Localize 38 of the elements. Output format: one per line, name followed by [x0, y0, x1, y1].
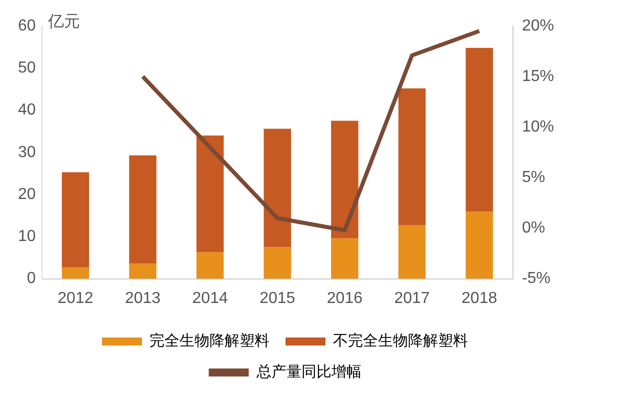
bar: [466, 212, 493, 279]
y-tick-label: 0: [26, 270, 36, 288]
bar: [331, 238, 358, 279]
y2-tick-label: 0%: [522, 220, 546, 237]
y-tick-label: 60: [18, 17, 36, 34]
y2-tick-label: 15%: [522, 68, 554, 85]
y-tick-label: 10: [18, 228, 36, 246]
bar: [62, 172, 90, 268]
bar: [129, 155, 156, 264]
bar: [331, 120, 358, 238]
bar: [264, 128, 292, 248]
y2-tick-label: 5%: [522, 169, 546, 186]
bar: [196, 136, 224, 252]
x-tick-label: 2012: [58, 290, 94, 307]
legend-label: 完全生物降解塑料: [150, 332, 270, 350]
y-tick-label: 50: [18, 60, 36, 77]
bar: [398, 88, 426, 226]
bar: [398, 225, 426, 279]
y-tick-label: 40: [18, 102, 36, 119]
legend-label: 总产量同比增幅: [255, 364, 362, 381]
y-axis-title: 亿元: [46, 13, 80, 30]
y2-tick-label: 20%: [522, 17, 554, 34]
bar: [196, 252, 224, 279]
y-tick-label: 20: [18, 186, 36, 203]
y2-tick-label: 10%: [522, 118, 554, 136]
x-tick-label: 2016: [326, 290, 363, 307]
x-tick-label: 2014: [192, 290, 228, 307]
bar: [466, 48, 493, 212]
y2-tick-label: -5%: [522, 270, 550, 288]
x-tick-label: 2015: [260, 290, 296, 307]
x-tick-label: 2018: [462, 290, 498, 307]
x-tick-label: 2017: [394, 290, 430, 307]
legend-label: 不完全生物降解塑料: [333, 332, 468, 350]
x-tick-label: 2013: [124, 290, 161, 307]
bar: [129, 264, 156, 279]
bar: [62, 267, 90, 279]
bar: [264, 247, 292, 279]
y-tick-label: 30: [18, 144, 36, 161]
